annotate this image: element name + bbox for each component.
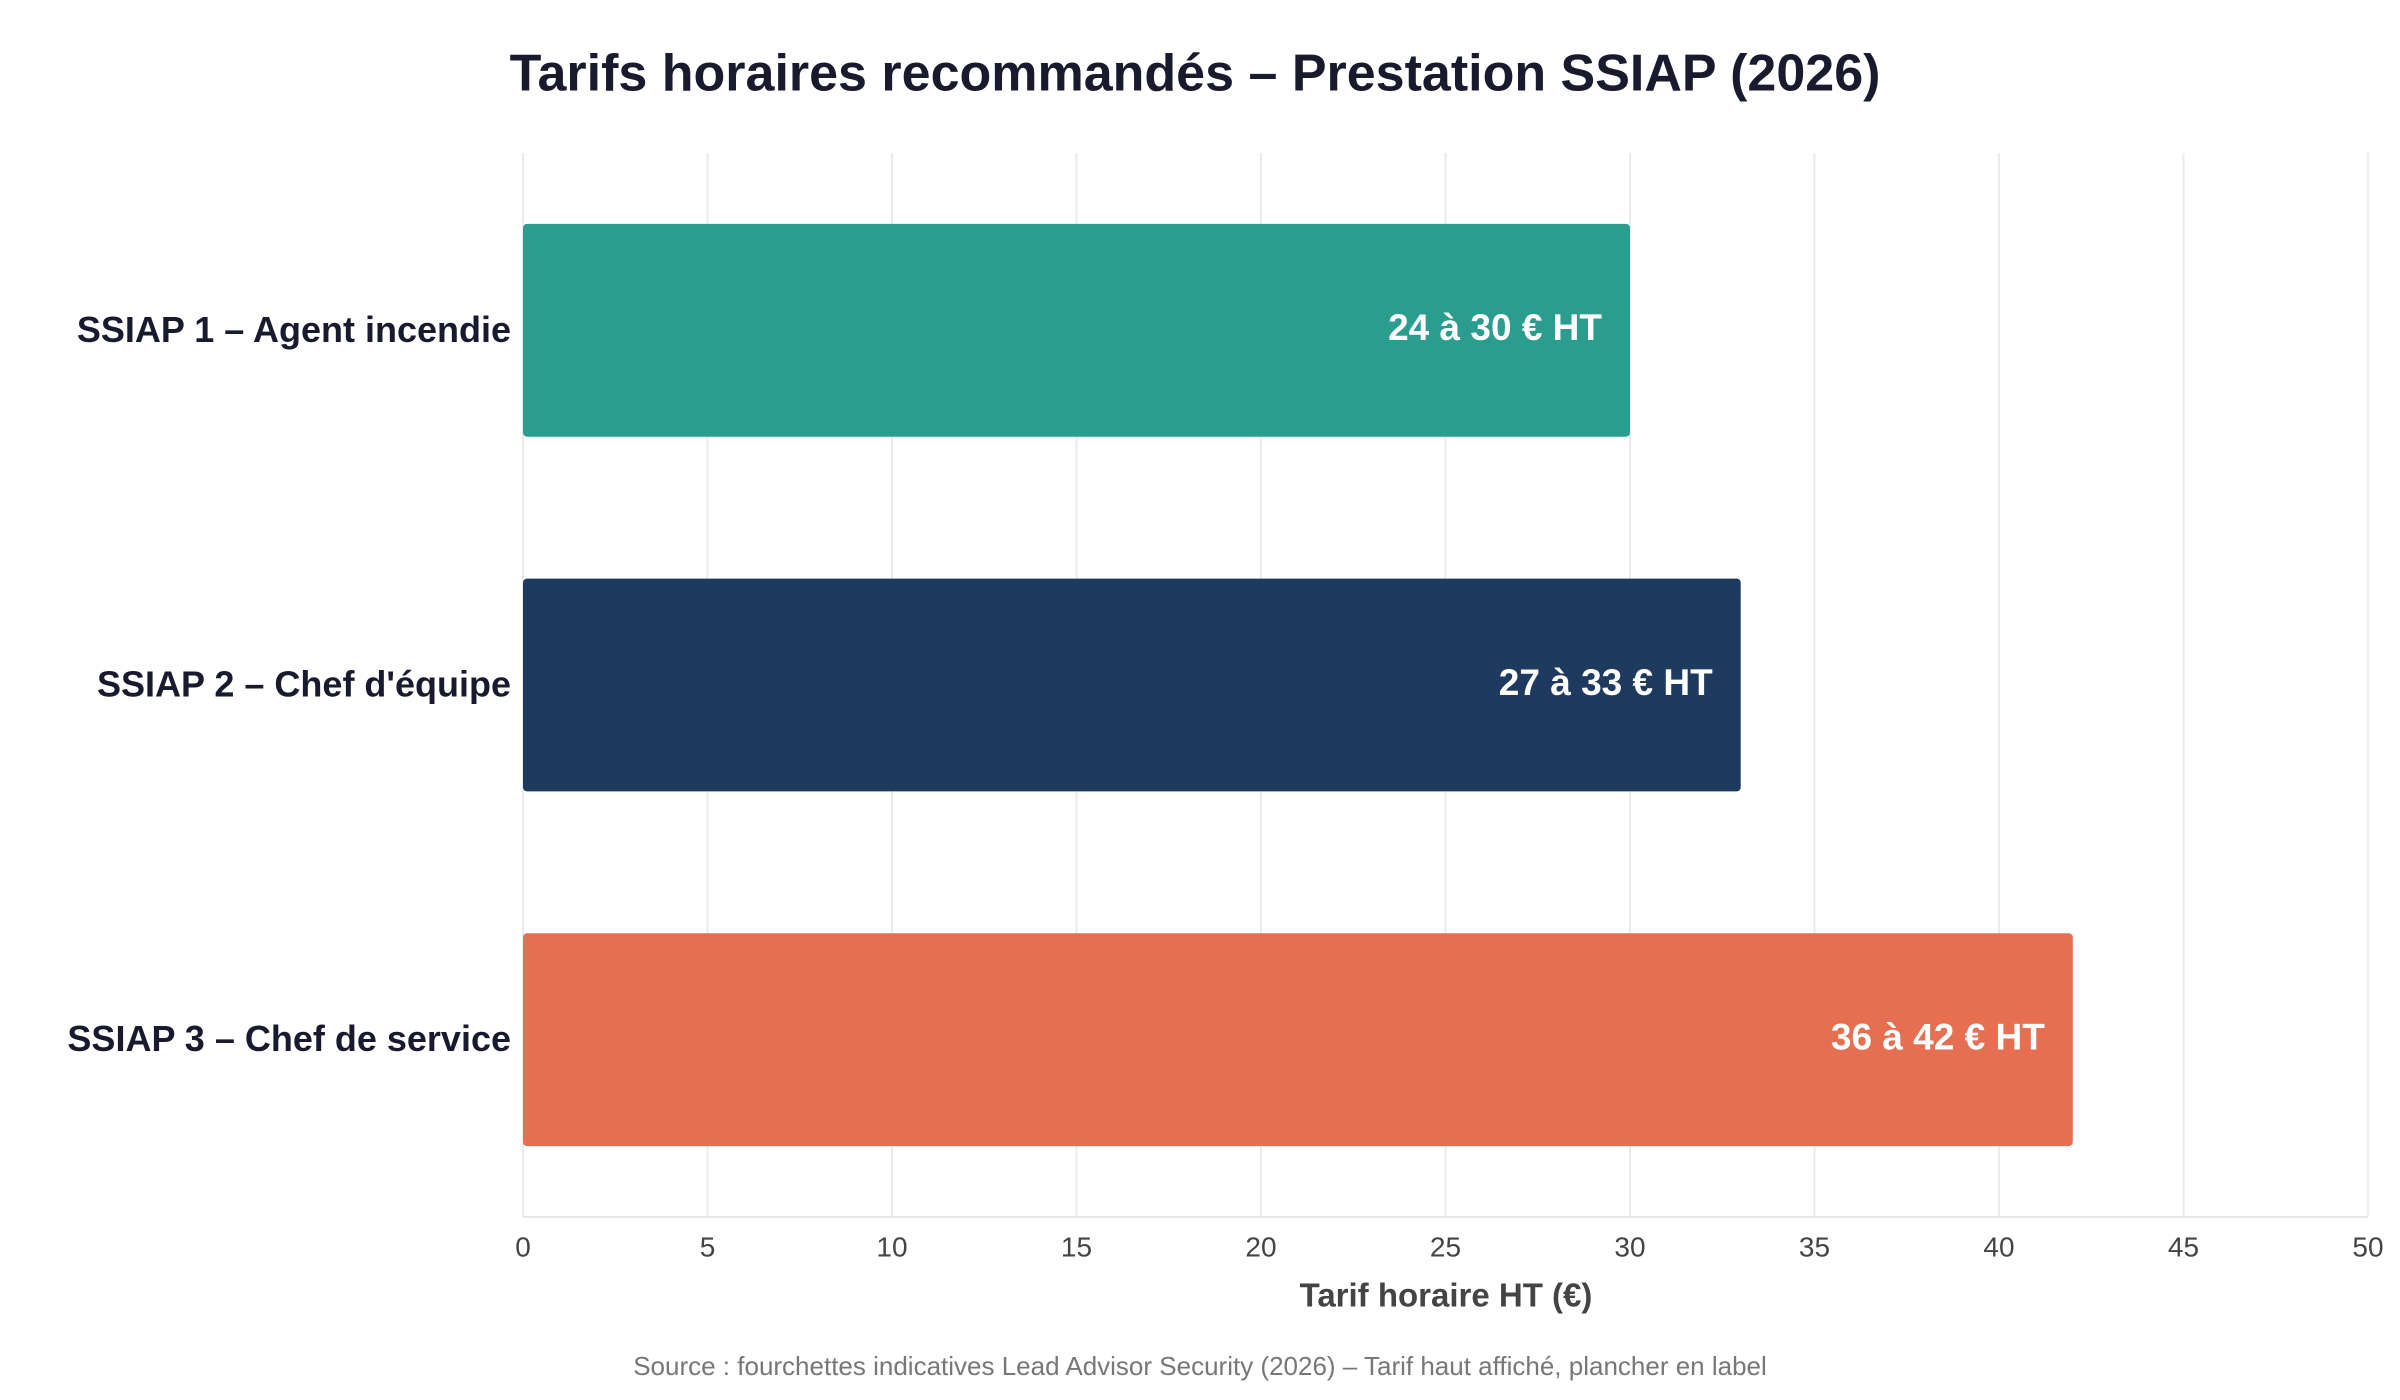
- value-label: 24 à 30 € HT: [1388, 307, 1602, 348]
- x-tick-label: 50: [2352, 1231, 2383, 1262]
- x-tick-label: 35: [1799, 1231, 1830, 1262]
- y-tick-label: SSIAP 3 – Chef de service: [67, 1018, 511, 1059]
- value-label: 27 à 33 € HT: [1499, 662, 1713, 703]
- bar: [523, 223, 1630, 437]
- source-note: Source : fourchettes indicatives Lead Ad…: [633, 1351, 1767, 1381]
- x-tick-label: 40: [1983, 1231, 2014, 1262]
- bar: [523, 578, 1741, 792]
- value-label: 36 à 42 € HT: [1831, 1016, 2045, 1057]
- x-tick-label: 20: [1245, 1231, 1276, 1262]
- x-tick-label: 10: [876, 1231, 907, 1262]
- x-tick-label: 25: [1430, 1231, 1461, 1262]
- x-tick-label: 0: [515, 1231, 531, 1262]
- y-tick-label: SSIAP 1 – Agent incendie: [77, 309, 511, 350]
- y-tick-label: SSIAP 2 – Chef d'équipe: [97, 664, 511, 705]
- x-tick-label: 15: [1061, 1231, 1092, 1262]
- x-tick-label: 30: [1614, 1231, 1645, 1262]
- x-tick-label: 5: [700, 1231, 716, 1262]
- x-tick-label: 45: [2168, 1231, 2199, 1262]
- x-axis-label: Tarif horaire HT (€): [1300, 1277, 1593, 1314]
- bar: [523, 933, 2073, 1147]
- chart-title: Tarifs horaires recommandés – Prestation…: [510, 45, 1881, 103]
